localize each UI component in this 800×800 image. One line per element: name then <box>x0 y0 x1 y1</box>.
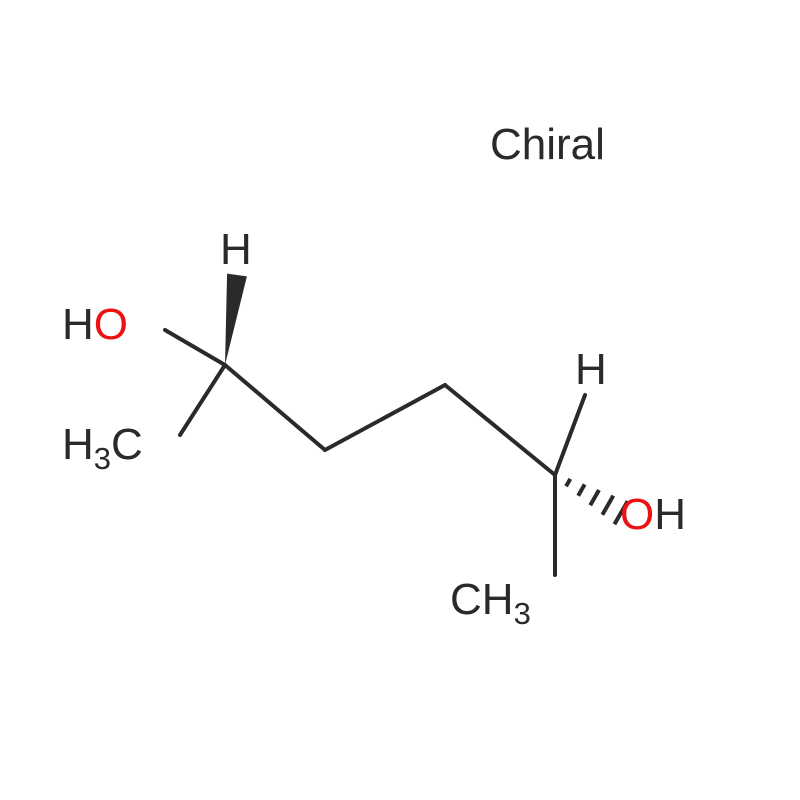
atom-H-left: H <box>220 225 252 275</box>
atom-HO-left: HO <box>62 300 128 350</box>
molecule-svg <box>0 0 800 800</box>
atom-OH-right: OH <box>620 490 686 540</box>
atom-CH3-right: CH3 <box>450 575 531 632</box>
chiral-label: Chiral <box>490 120 605 170</box>
atom-H3C-left: H3C <box>62 420 143 477</box>
atom-H-right: H <box>575 345 607 395</box>
